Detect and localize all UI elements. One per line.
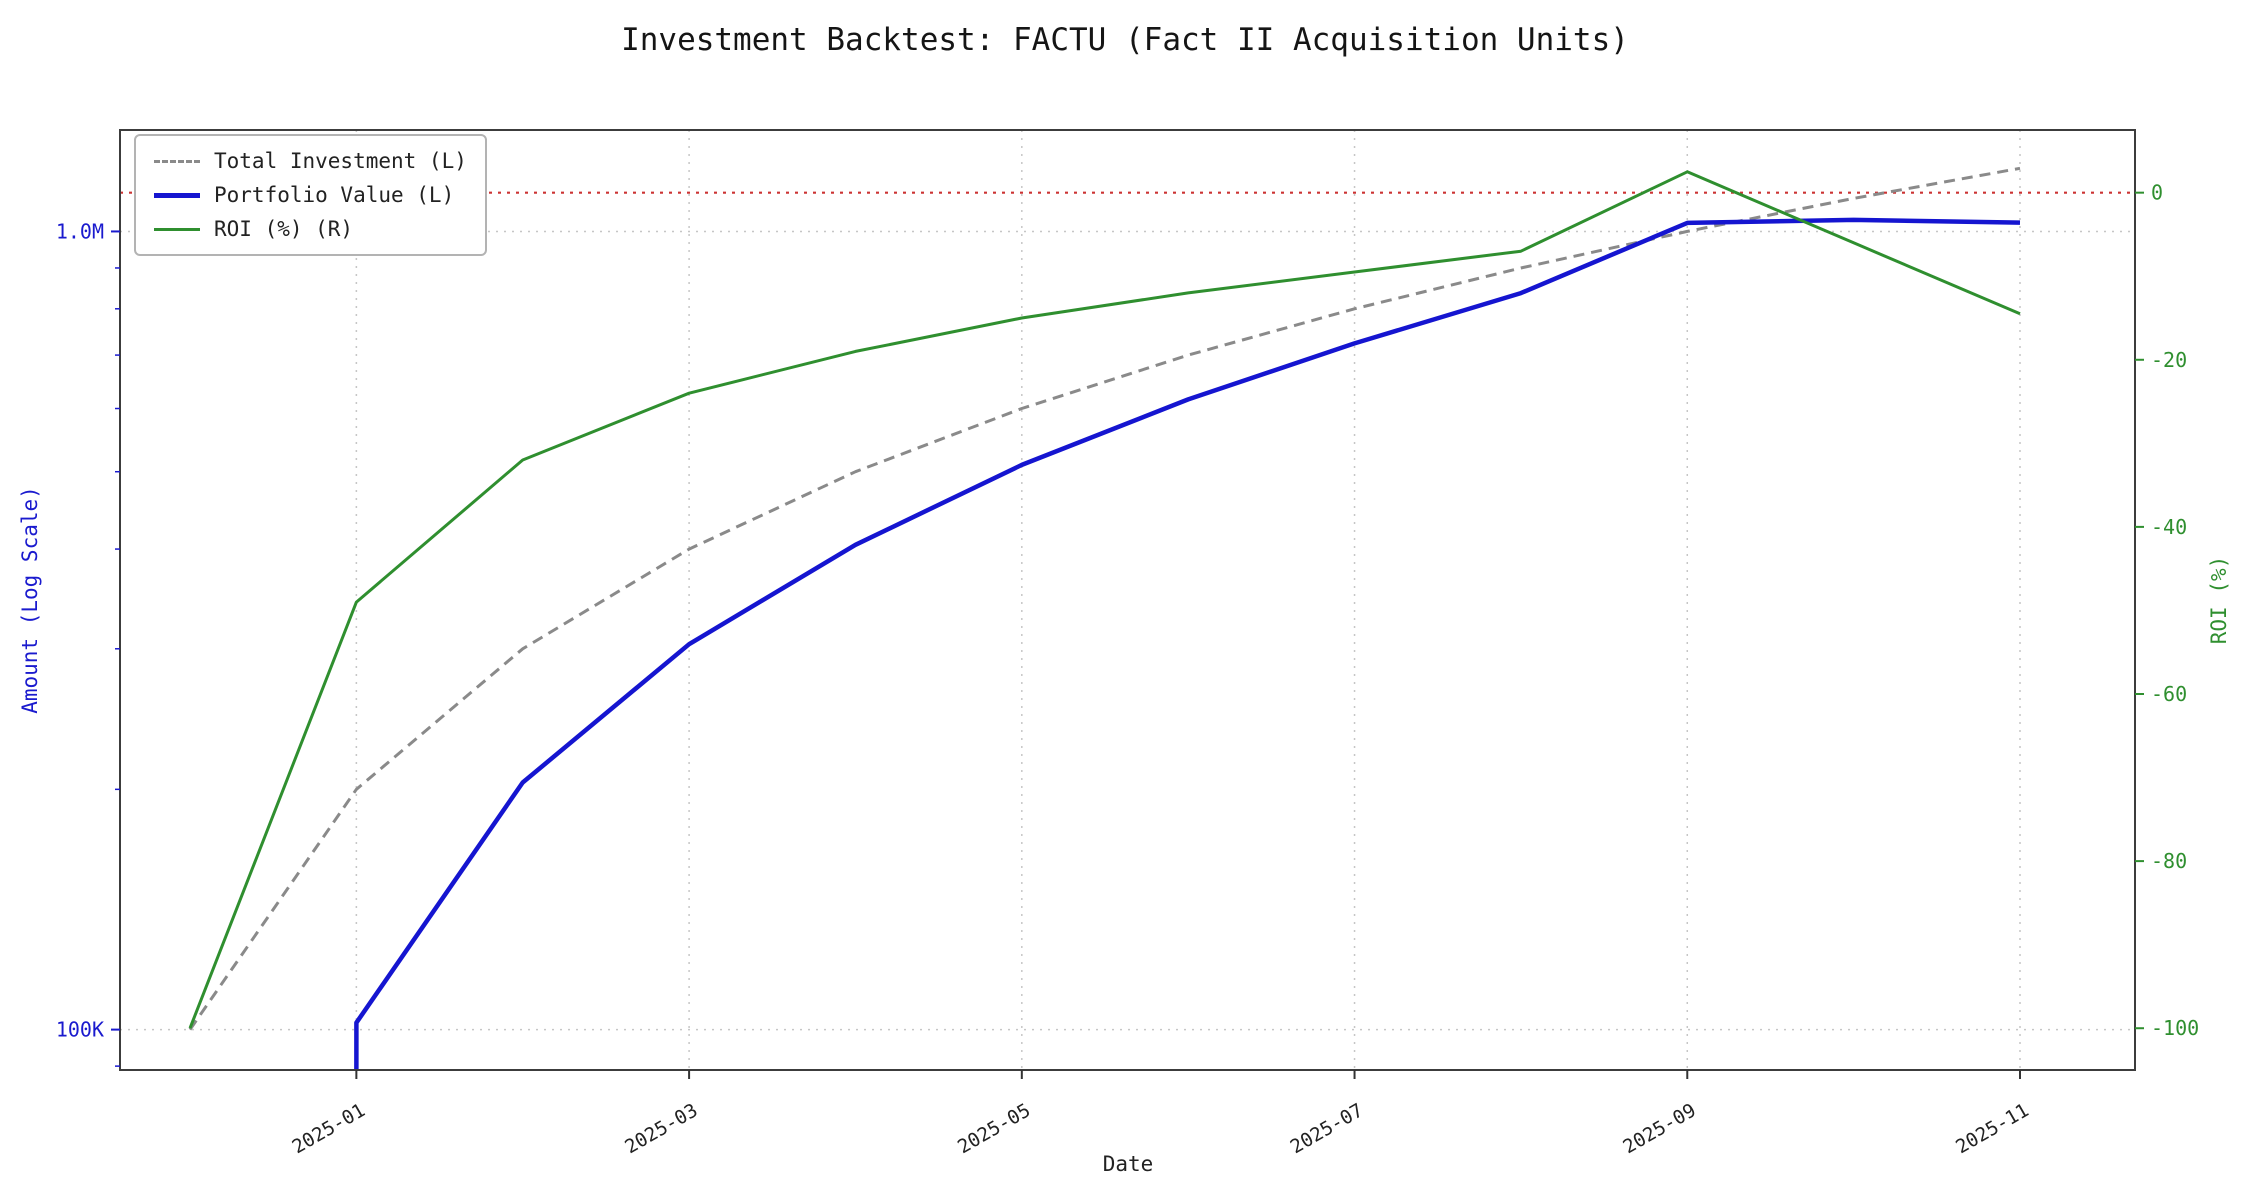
- x-tick-label: 2025-01: [289, 1099, 369, 1158]
- x-tick-label: 2025-07: [1287, 1099, 1367, 1158]
- y-right-tick-label: -20: [2151, 348, 2187, 372]
- y-left-tick-label: 1.0M: [56, 219, 104, 243]
- y-axis-label-right: ROI (%): [2207, 555, 2231, 645]
- y-axis-label-left: Amount (Log Scale): [18, 486, 42, 714]
- legend-entry-portfolio-value: Portfolio Value (L): [154, 183, 467, 207]
- x-tick-label: 2025-09: [1619, 1099, 1699, 1158]
- x-axis-label: Date: [1102, 1152, 1154, 1176]
- legend-entry-total-investment: Total Investment (L): [154, 149, 467, 173]
- series-line-portfolio-value-l-: [354, 217, 2021, 1070]
- y-right-tick-label: -100: [2151, 1016, 2199, 1040]
- legend-line-sample-roi: [154, 227, 200, 231]
- x-tick-label: 2025-03: [621, 1099, 701, 1158]
- x-tick-label: 2025-11: [1952, 1099, 2032, 1158]
- plot-spine: [119, 129, 2136, 1071]
- chart-title: Investment Backtest: FACTU (Fact II Acqu…: [621, 22, 1629, 58]
- plot-background: [120, 130, 2135, 1070]
- legend-entry-roi: ROI (%) (R): [154, 217, 467, 241]
- series-line-total-investment-l-: [188, 166, 2021, 1031]
- y-right-tick-label: -40: [2151, 515, 2187, 539]
- legend-line-sample-portfolio-value: [154, 192, 200, 198]
- y-right-tick-label: 0: [2151, 181, 2163, 205]
- legend-label-roi: ROI (%) (R): [214, 217, 354, 241]
- y-left-tick-label: 100K: [56, 1018, 104, 1042]
- legend: Total Investment (L) Portfolio Value (L)…: [134, 134, 487, 256]
- legend-label-total-investment: Total Investment (L): [214, 149, 467, 173]
- series-line-roi-r-: [188, 170, 2021, 1029]
- y-right-tick-label: -80: [2151, 849, 2187, 873]
- legend-label-portfolio-value: Portfolio Value (L): [214, 183, 455, 207]
- legend-line-sample-total-investment: [154, 159, 200, 163]
- x-tick-label: 2025-05: [954, 1099, 1034, 1158]
- y-right-tick-label: -60: [2151, 682, 2187, 706]
